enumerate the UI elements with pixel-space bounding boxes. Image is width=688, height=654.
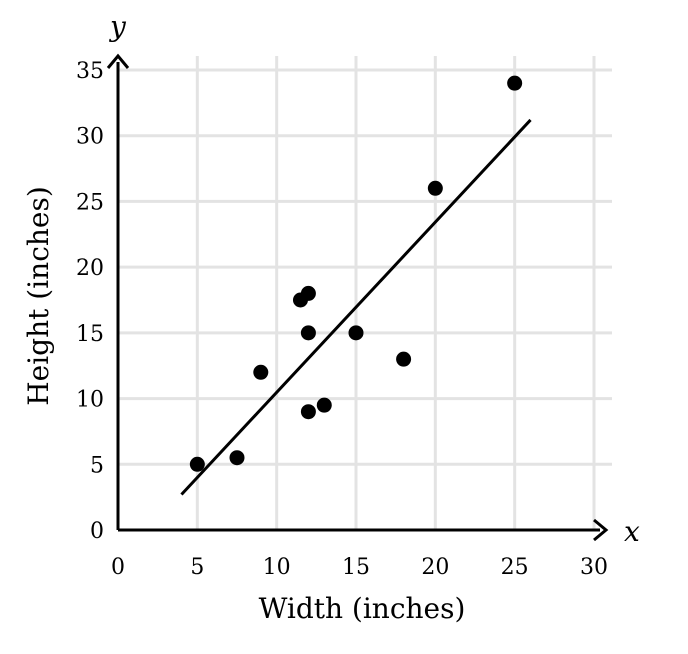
x-tick-label: 25 xyxy=(501,555,529,580)
x-axis-arrow xyxy=(593,518,609,542)
x-tick-label: 5 xyxy=(190,555,204,580)
y-tick-label: 25 xyxy=(76,190,104,215)
trend-line xyxy=(180,118,532,496)
data-point xyxy=(348,325,364,341)
x-tick-label: 30 xyxy=(580,555,608,580)
x-axis-variable: x xyxy=(624,515,640,548)
data-point xyxy=(189,456,205,472)
x-tick-label: 10 xyxy=(263,555,291,580)
data-point xyxy=(300,325,316,341)
data-point xyxy=(300,404,316,420)
x-axis-title: Width (inches) xyxy=(259,592,466,625)
y-axis-arrow xyxy=(106,53,130,69)
data-point xyxy=(507,75,523,91)
y-axis-variable: y xyxy=(108,10,127,43)
y-tick-labels: 0 5 10 15 20 25 30 35 xyxy=(76,59,104,544)
data-point xyxy=(229,450,245,466)
y-tick-label: 30 xyxy=(76,125,104,150)
y-tick-label: 0 xyxy=(90,519,104,544)
y-axis-title: Height (inches) xyxy=(22,186,55,406)
data-points xyxy=(189,75,523,472)
x-tick-label: 15 xyxy=(342,555,370,580)
y-tick-label: 10 xyxy=(76,388,104,413)
x-tick-labels: 0 5 10 15 20 25 30 xyxy=(111,555,608,580)
y-tick-label: 5 xyxy=(90,453,104,478)
data-point xyxy=(253,364,269,380)
y-tick-label: 35 xyxy=(76,59,104,84)
data-point xyxy=(427,180,443,196)
grid xyxy=(118,56,612,530)
y-tick-label: 15 xyxy=(76,322,104,347)
x-tick-label: 0 xyxy=(111,555,125,580)
data-point xyxy=(396,351,412,367)
axes xyxy=(106,53,609,542)
x-tick-label: 20 xyxy=(421,555,449,580)
data-point xyxy=(300,285,316,301)
y-tick-label: 20 xyxy=(76,256,104,281)
data-point xyxy=(316,397,332,413)
